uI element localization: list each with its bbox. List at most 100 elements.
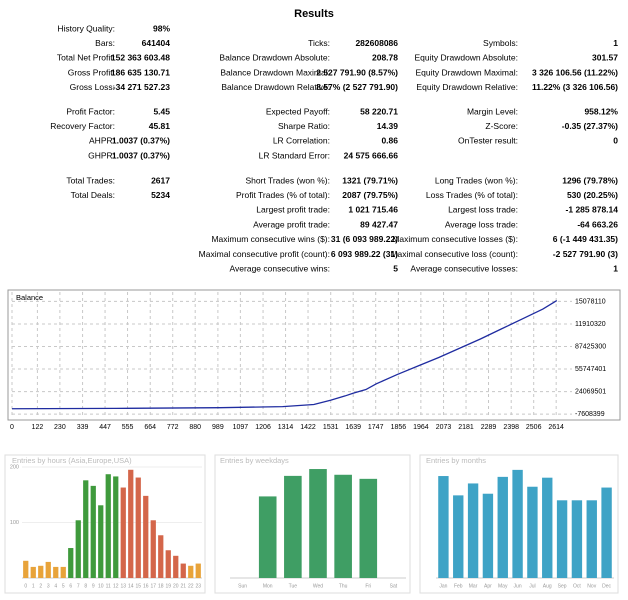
stat-value: 1.0037 (0.37%)	[112, 150, 170, 160]
bar	[527, 486, 538, 578]
bar	[158, 535, 164, 578]
y-tick-label: 55747401	[575, 366, 606, 373]
stat-value: 1.0037 (0.37%)	[112, 136, 170, 146]
x-tick-label: 6	[69, 583, 72, 589]
x-tick-label: 13	[120, 583, 126, 589]
stat-value: 58 220.71	[360, 106, 398, 116]
stat-label: Equity Drawdown Relative:	[416, 82, 518, 92]
x-tick-label: 1856	[391, 424, 407, 431]
bar	[258, 496, 277, 578]
bar	[53, 566, 59, 578]
stat-label: Z-Score:	[485, 121, 518, 131]
x-tick-label: Jul	[529, 583, 535, 589]
stat-label: Average consecutive wins:	[230, 263, 330, 273]
chart-title: Entries by hours (Asia,Europe,USA)	[12, 456, 132, 465]
bar	[195, 563, 201, 578]
x-tick-label: 0	[24, 583, 27, 589]
stat-label: Largest loss trade:	[448, 205, 518, 215]
y-tick-label: 24069501	[575, 388, 606, 395]
stat-value: 2 527 791.90 (8.57%)	[316, 67, 398, 77]
x-tick-label: Feb	[454, 583, 463, 589]
x-tick-label: 5	[62, 583, 65, 589]
stat-value: 6 (-1 449 431.35)	[553, 234, 618, 244]
x-tick-label: 3	[47, 583, 50, 589]
x-tick-label: 21	[180, 583, 186, 589]
bar	[143, 495, 149, 578]
bar	[284, 475, 302, 578]
stat-value: 11.22% (3 326 106.56)	[532, 82, 618, 92]
x-tick-label: 2181	[458, 424, 474, 431]
bar	[586, 500, 597, 578]
x-tick-label: 230	[54, 424, 66, 431]
x-tick-label: Fri	[365, 583, 371, 589]
x-tick-label: 9	[92, 583, 95, 589]
bar	[120, 487, 126, 578]
stat-value: 45.81	[149, 121, 171, 131]
bar	[482, 493, 494, 578]
x-tick-label: 122	[32, 424, 44, 431]
x-tick-label: 19	[165, 583, 171, 589]
bar	[105, 474, 111, 578]
stat-label: Total Net Profit:	[57, 53, 115, 63]
stat-label: Maximum consecutive wins ($):	[211, 234, 330, 244]
stat-label: Average profit trade:	[253, 219, 330, 229]
stat-label: GHPR:	[88, 150, 115, 160]
stat-label: Average consecutive losses:	[410, 263, 518, 273]
y-tick-label: 11910320	[575, 321, 606, 328]
x-tick-label: Oct	[573, 583, 581, 589]
stat-label: Maximum consecutive losses ($):	[392, 234, 518, 244]
x-tick-label: 1964	[413, 424, 429, 431]
balance-line	[11, 299, 558, 410]
stat-value: 1321 (79.71%)	[342, 175, 398, 185]
stat-label: Largest profit trade:	[256, 205, 330, 215]
chart-title: Balance	[16, 293, 43, 302]
x-tick-label: May	[498, 583, 508, 589]
bar	[68, 548, 74, 578]
x-tick-label: 2506	[526, 424, 542, 431]
stat-value: 530 (20.25%)	[567, 190, 618, 200]
stat-value: 282608086	[355, 38, 398, 48]
stat-value: 958.12%	[584, 106, 618, 116]
bar	[359, 478, 378, 578]
stat-label: AHPR:	[89, 136, 115, 146]
stat-value: 0.86	[381, 136, 398, 146]
stat-label: Total Deals:	[71, 190, 115, 200]
stat-label: Balance Drawdown Absolute:	[219, 53, 330, 63]
bar	[135, 477, 141, 578]
chart-title: Entries by weekdays	[220, 456, 289, 465]
x-tick-label: 23	[195, 583, 201, 589]
x-tick-label: 555	[122, 424, 134, 431]
bar	[45, 561, 51, 578]
bar	[497, 476, 508, 578]
bar	[23, 560, 29, 578]
stat-label: History Quality:	[57, 23, 115, 33]
stat-value: 186 635 130.71	[111, 67, 170, 77]
bar	[453, 495, 464, 578]
x-tick-label: 14	[128, 583, 134, 589]
x-tick-label: 772	[167, 424, 179, 431]
stat-value: 8.57% (2 527 791.90)	[316, 82, 398, 92]
x-tick-label: 1	[32, 583, 35, 589]
stat-value: 6 093 989.22 (31)	[331, 249, 398, 259]
x-tick-label: 2614	[548, 424, 564, 431]
stat-value: 31 (6 093 989.22)	[331, 234, 398, 244]
stat-label: Maximal consecutive profit (count):	[199, 249, 330, 259]
stat-label: Sharpe Ratio:	[278, 121, 330, 131]
bar	[309, 469, 327, 578]
x-tick-label: Sep	[558, 583, 567, 589]
stat-label: Gross Loss:	[70, 82, 115, 92]
y-tick-label: 15078110	[575, 298, 606, 305]
stat-label: OnTester result:	[458, 136, 518, 146]
x-tick-label: 880	[189, 424, 201, 431]
stat-label: Maximal consecutive loss (count):	[390, 249, 518, 259]
stat-value: 14.39	[377, 121, 399, 131]
stat-label: Loss Trades (% of total):	[426, 190, 518, 200]
x-tick-label: 1639	[345, 424, 361, 431]
stat-label: Symbols:	[483, 38, 518, 48]
y-tick-label: 87425300	[575, 343, 606, 350]
x-tick-label: Mon	[263, 583, 273, 589]
x-tick-label: Dec	[602, 583, 611, 589]
bar	[128, 469, 134, 578]
x-tick-label: Sun	[238, 583, 247, 589]
